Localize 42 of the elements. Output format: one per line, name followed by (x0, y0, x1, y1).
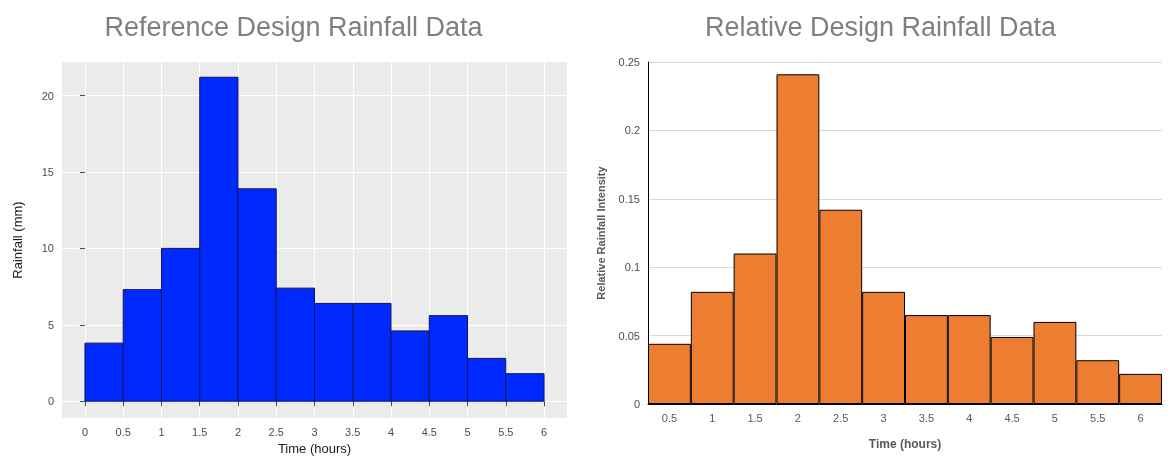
x-axis-title: Time (hours) (868, 437, 942, 451)
y-tick-label: 0 (633, 398, 640, 410)
x-axis-title: Time (hours) (277, 440, 352, 456)
chart-title: Reference Design Rainfall Data (104, 11, 484, 42)
x-tick-label: 4 (387, 425, 395, 438)
y-tick-label: 0 (47, 395, 54, 408)
x-tick-label: 3 (311, 425, 318, 438)
x-tick-label: 4.5 (1004, 411, 1020, 424)
x-tick-label: 2 (794, 411, 801, 424)
y-tick-label: 10 (41, 242, 54, 255)
x-tick-label: 1 (709, 411, 716, 424)
x-tick-label: 2.5 (833, 411, 849, 424)
y-axis-title: Relative Rainfall Intensity (594, 165, 607, 300)
x-tick-label: 4.5 (421, 425, 437, 438)
y-tick-label: 0.05 (618, 329, 640, 342)
x-tick-label: 5.5 (498, 425, 514, 438)
x-tick-label: 1.5 (192, 425, 208, 438)
x-tick-label: 3.5 (918, 411, 935, 424)
y-tick-label: 15 (41, 166, 54, 179)
x-tick-label: 3.5 (345, 425, 361, 438)
x-tick-label: 0.5 (661, 411, 678, 424)
x-tick-label: 6 (1137, 411, 1144, 424)
y-tick-label: 0.2 (624, 124, 640, 137)
x-tick-label: 1 (158, 425, 165, 438)
x-tick-label: 5 (464, 425, 471, 438)
x-tick-label: 3 (880, 411, 887, 424)
x-tick-label: 2 (234, 425, 242, 438)
chart-title: Relative Design Rainfall Data (704, 11, 1058, 42)
y-tick-label: 0.15 (618, 192, 640, 205)
x-tick-label: 5 (1051, 411, 1058, 424)
x-tick-label: 5.5 (1090, 411, 1106, 424)
x-tick-label: 6 (540, 425, 548, 438)
x-tick-label: 0 (81, 425, 89, 438)
y-tick-label: 0.25 (618, 56, 640, 68)
x-tick-label: 4 (966, 411, 973, 424)
y-axis-title: Rainfall (mm) (10, 201, 25, 279)
y-tick-label: 20 (41, 89, 54, 102)
y-tick-label: 5 (47, 318, 54, 331)
x-tick-label: 2.5 (268, 425, 284, 438)
y-tick-label: 0.1 (624, 261, 640, 274)
x-tick-label: 0.5 (115, 425, 131, 438)
x-tick-label: 1.5 (747, 411, 763, 424)
